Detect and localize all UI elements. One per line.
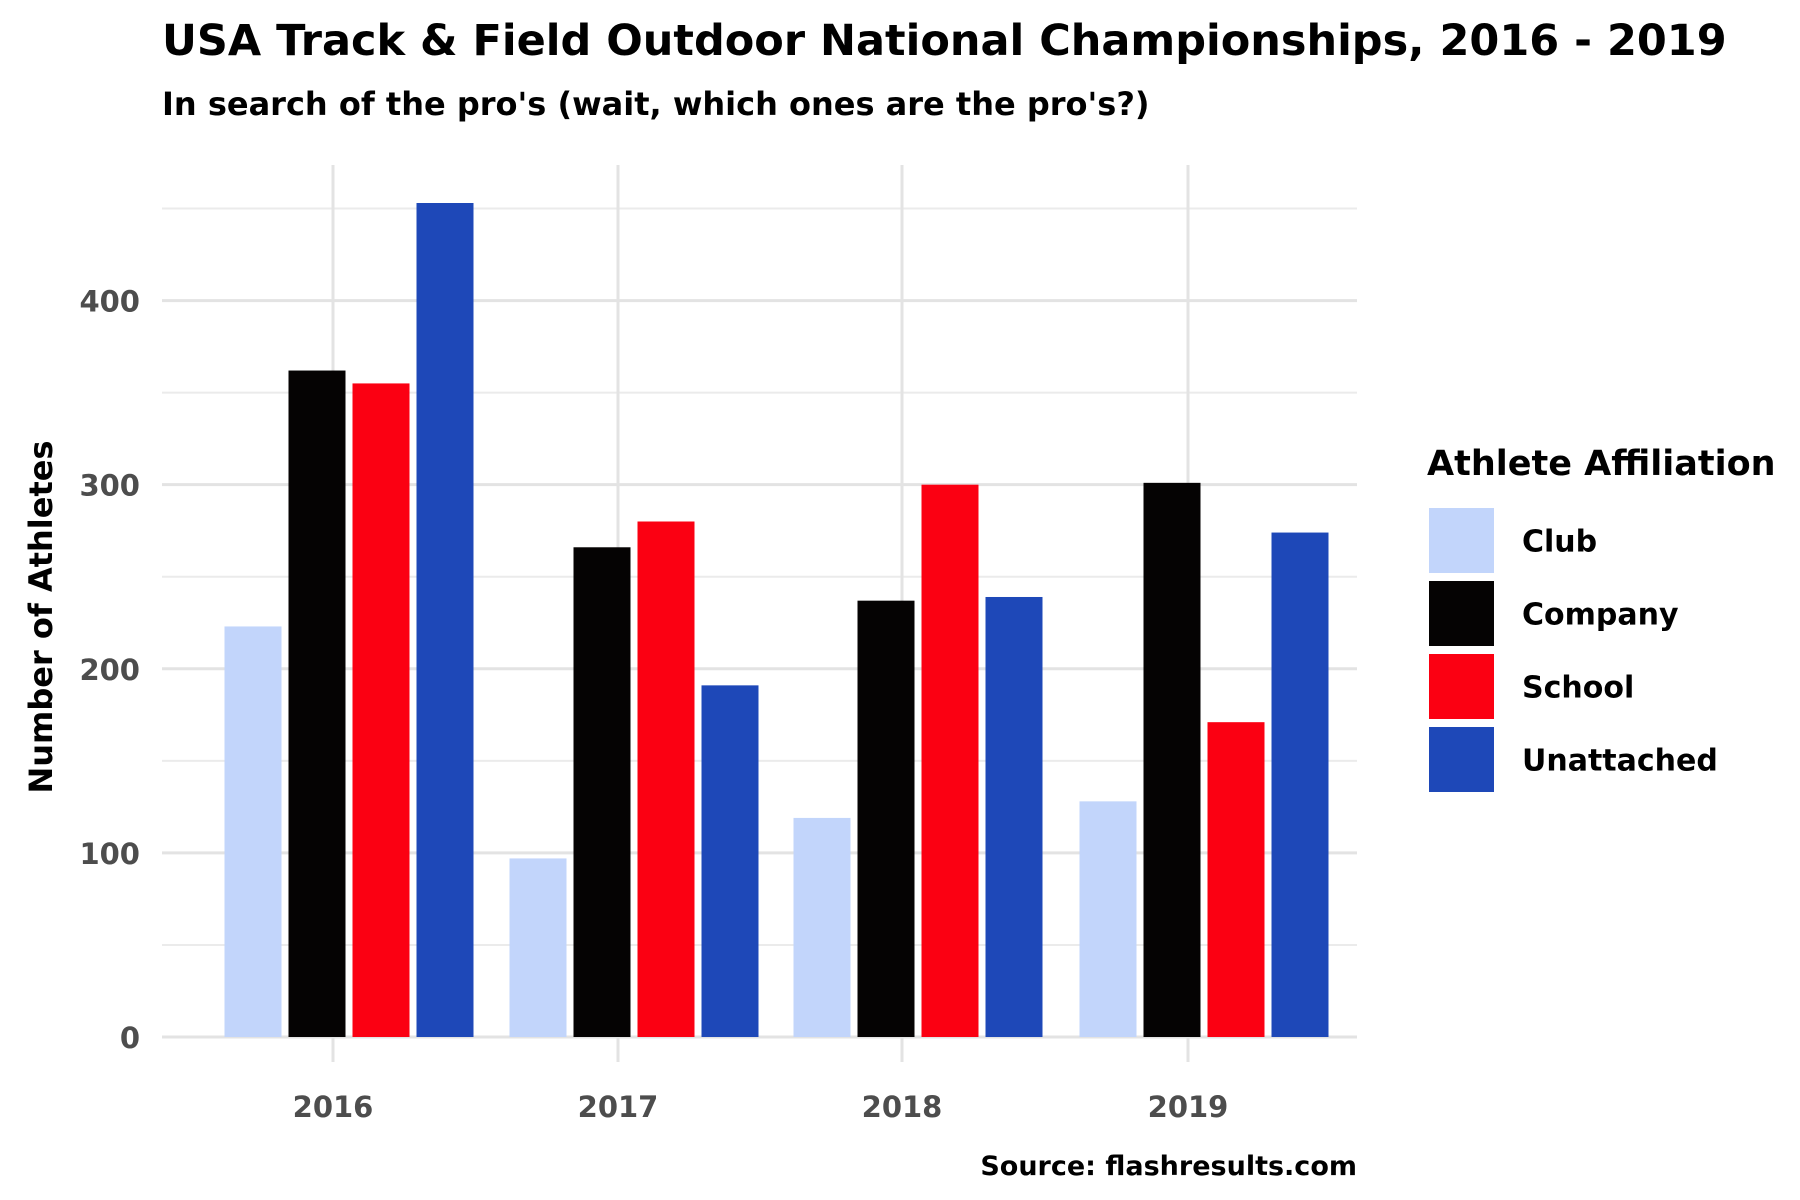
bar-unattached-2016 <box>416 203 474 1037</box>
legend-label-unattached: Unattached <box>1522 744 1718 779</box>
y-axis-label: Number of Athletes <box>22 440 60 793</box>
bar-school-2018 <box>921 484 979 1037</box>
bar-club-2016 <box>224 626 282 1037</box>
legend-swatch-company <box>1429 581 1494 646</box>
legend-swatch-club <box>1429 508 1494 573</box>
legend-label-school: School <box>1522 671 1634 706</box>
x-tick-label: 2017 <box>578 1090 659 1124</box>
y-tick-label: 200 <box>79 653 140 687</box>
x-axis-ticks: 2016 2017 2018 2019 <box>293 1090 1229 1124</box>
y-tick-label: 100 <box>79 837 140 871</box>
x-tick-label: 2019 <box>1148 1090 1229 1124</box>
legend: Athlete Affiliation Club Company School Una… <box>1427 444 1776 792</box>
bar-club-2019 <box>1079 801 1137 1037</box>
bar-unattached-2018 <box>985 596 1043 1037</box>
bar-unattached-2019 <box>1271 532 1329 1037</box>
bars <box>224 203 1329 1037</box>
x-tick-label: 2016 <box>293 1090 374 1124</box>
legend-swatch-unattached <box>1429 727 1494 792</box>
bar-club-2017 <box>509 858 567 1037</box>
bar-school-2017 <box>637 521 695 1037</box>
bar-club-2018 <box>793 817 851 1037</box>
chart-subtitle: In search of the pro's (wait, which ones… <box>162 85 1150 123</box>
bar-company-2016 <box>288 370 346 1037</box>
y-tick-label: 400 <box>79 285 140 319</box>
legend-items: Club Company School Unattached <box>1429 508 1718 792</box>
legend-label-company: Company <box>1522 598 1679 633</box>
bar-school-2019 <box>1207 722 1265 1037</box>
bar-company-2018 <box>857 600 915 1037</box>
bar-company-2017 <box>573 547 631 1037</box>
y-axis-ticks: 0 100 200 300 400 <box>79 285 140 1055</box>
legend-label-club: Club <box>1522 525 1597 560</box>
chart-title: USA Track & Field Outdoor National Champ… <box>162 16 1727 66</box>
legend-swatch-school <box>1429 654 1494 719</box>
y-tick-label: 300 <box>79 469 140 503</box>
bar-school-2016 <box>352 383 410 1037</box>
bar-unattached-2017 <box>701 685 759 1037</box>
bar-company-2019 <box>1143 482 1201 1037</box>
y-tick-label: 0 <box>120 1021 140 1055</box>
x-tick-label: 2018 <box>862 1090 943 1124</box>
source-caption: Source: flashresults.com <box>980 1151 1357 1182</box>
legend-title: Athlete Affiliation <box>1427 444 1776 484</box>
